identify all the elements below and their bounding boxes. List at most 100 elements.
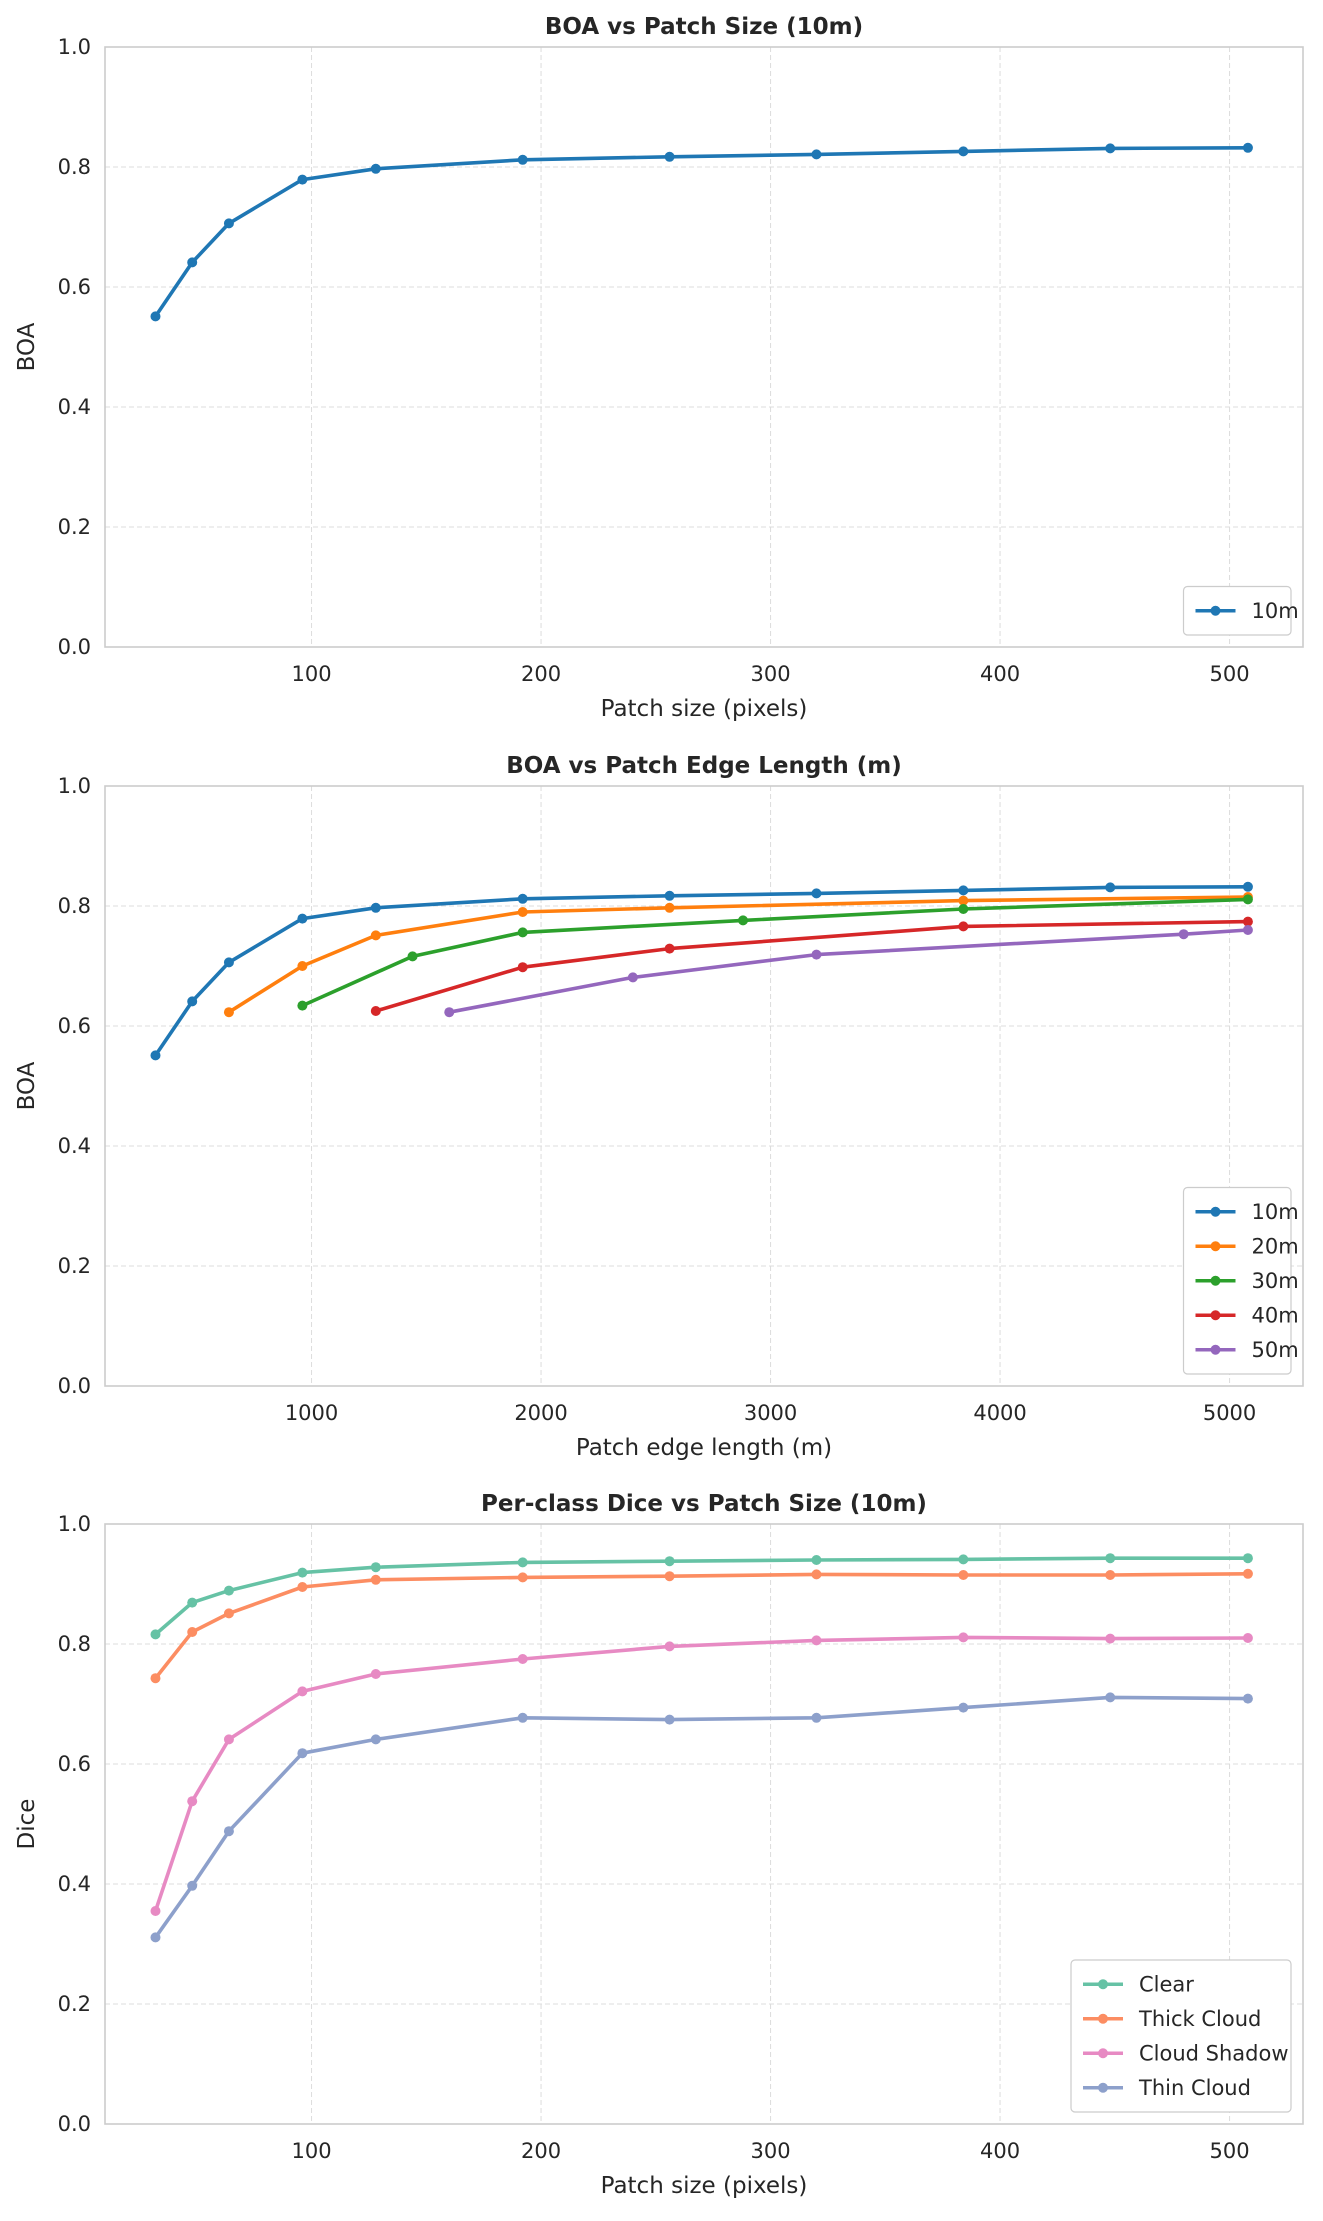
y-tick-label: 0.2 [58, 1992, 91, 2016]
legend-swatch-marker [1210, 1206, 1221, 1217]
data-point [1242, 142, 1253, 153]
data-point [187, 1627, 198, 1637]
data-point [297, 1567, 308, 1578]
series-10m [150, 142, 1253, 322]
data-point [664, 1571, 675, 1582]
x-tick-label: 400 [980, 662, 1020, 686]
y-tick-label: 0.0 [58, 635, 91, 659]
series-line [153, 1572, 1250, 1680]
legend-label: 50m [1252, 1338, 1299, 1362]
data-point [370, 902, 381, 913]
data-point [223, 957, 234, 968]
data-point [444, 1007, 455, 1018]
data-point [407, 951, 418, 962]
y-tick-label: 0.6 [58, 1014, 91, 1038]
legend-swatch-marker [1098, 2048, 1108, 2059]
chart-title: BOA vs Patch Edge Length (m) [506, 753, 901, 779]
legend-label: Cloud Shadow [1139, 2041, 1289, 2065]
chart-panel-2: 1000 2000 3000 4000 5000 0.0 0.2 0.4 0.6 0.8 1.0 BO… [14, 753, 1304, 1461]
data-point [150, 1629, 161, 1640]
data-point [1105, 882, 1116, 893]
data-point [223, 218, 234, 229]
data-point [958, 1632, 969, 1643]
legend-swatch-marker [1098, 1979, 1108, 1990]
data-point [370, 1669, 381, 1679]
data-point [1242, 1633, 1253, 1643]
data-point [1242, 1553, 1253, 1564]
data-point [150, 1673, 161, 1684]
data-point [958, 885, 969, 896]
data-point [297, 1748, 308, 1759]
y-tick-label: 1.0 [58, 35, 91, 59]
legend-swatch-marker [1098, 2013, 1108, 2024]
x-axis-label: Patch edge length (m) [576, 1435, 832, 1461]
series-line [447, 928, 1250, 1015]
x-tick-label: 500 [1210, 2139, 1250, 2163]
data-point [370, 1006, 381, 1016]
y-tick-label: 0.4 [58, 1134, 91, 1158]
legend-swatch-marker [1098, 2082, 1108, 2093]
data-point [187, 996, 198, 1007]
series-line [153, 1635, 1250, 1913]
data-point [187, 1796, 198, 1807]
data-point [811, 1712, 822, 1723]
data-point [223, 1585, 234, 1596]
data-point [1242, 916, 1253, 927]
data-point [187, 1597, 198, 1608]
data-point [1242, 1693, 1253, 1704]
data-point [811, 949, 822, 960]
data-point [297, 1686, 308, 1697]
series-line [300, 897, 1250, 1008]
data-point [297, 174, 308, 185]
data-point [958, 921, 969, 932]
series-clear [150, 1553, 1253, 1640]
data-point [664, 151, 675, 162]
series-30m [297, 894, 1253, 1011]
legend: 10m [1182, 585, 1299, 636]
data-point [223, 1826, 234, 1837]
data-point [664, 1556, 675, 1567]
data-point [370, 1562, 381, 1573]
data-point [223, 1734, 234, 1745]
legend-swatch-marker [1210, 605, 1221, 616]
y-tick-label: 0.6 [58, 1752, 91, 1776]
series-line [153, 1556, 1250, 1637]
data-point [811, 1569, 822, 1580]
data-point [517, 907, 528, 917]
data-point [811, 888, 822, 899]
legend-box [1070, 1959, 1292, 2113]
legend-swatch-marker [1210, 1344, 1221, 1355]
data-point [370, 930, 381, 941]
chart-title: Per-class Dice vs Patch Size (10m) [481, 1491, 927, 1517]
x-tick-label: 300 [751, 2139, 791, 2163]
x-axis-label: Patch size (pixels) [601, 2173, 808, 2199]
data-point [150, 1906, 161, 1916]
data-point [664, 890, 675, 901]
data-point [297, 913, 308, 924]
data-point [517, 1572, 528, 1583]
data-point [297, 1582, 308, 1592]
plot-frame [104, 46, 1304, 648]
legend-label: 10m [1252, 1200, 1299, 1224]
legend-label: 10m [1252, 599, 1299, 623]
chart-panel-3: 100 200 300 400 500 0.0 0.2 0.4 0.6 0.8 1.0 Per-cla… [14, 1491, 1304, 2199]
data-point [517, 1712, 528, 1723]
series-10m [150, 881, 1253, 1061]
data-point [811, 1635, 822, 1646]
data-point [1242, 881, 1253, 892]
data-point [1242, 925, 1253, 935]
series-line [153, 1695, 1250, 1940]
legend-label: Thin Cloud [1138, 2076, 1251, 2100]
x-tick-label: 4000 [973, 1401, 1026, 1425]
legend: 10m 20m 30m 40m 50m [1182, 1186, 1299, 1375]
x-tick-label: 200 [521, 2139, 561, 2163]
y-tick-label: 0.4 [58, 395, 91, 419]
x-tick-label: 200 [521, 662, 561, 686]
data-point [664, 1714, 675, 1725]
series-50m [444, 925, 1253, 1018]
x-tick-label: 400 [980, 2139, 1020, 2163]
data-point [958, 1554, 969, 1565]
data-point [297, 1000, 308, 1011]
data-point [187, 1880, 198, 1891]
legend-swatch-marker [1210, 1275, 1221, 1286]
